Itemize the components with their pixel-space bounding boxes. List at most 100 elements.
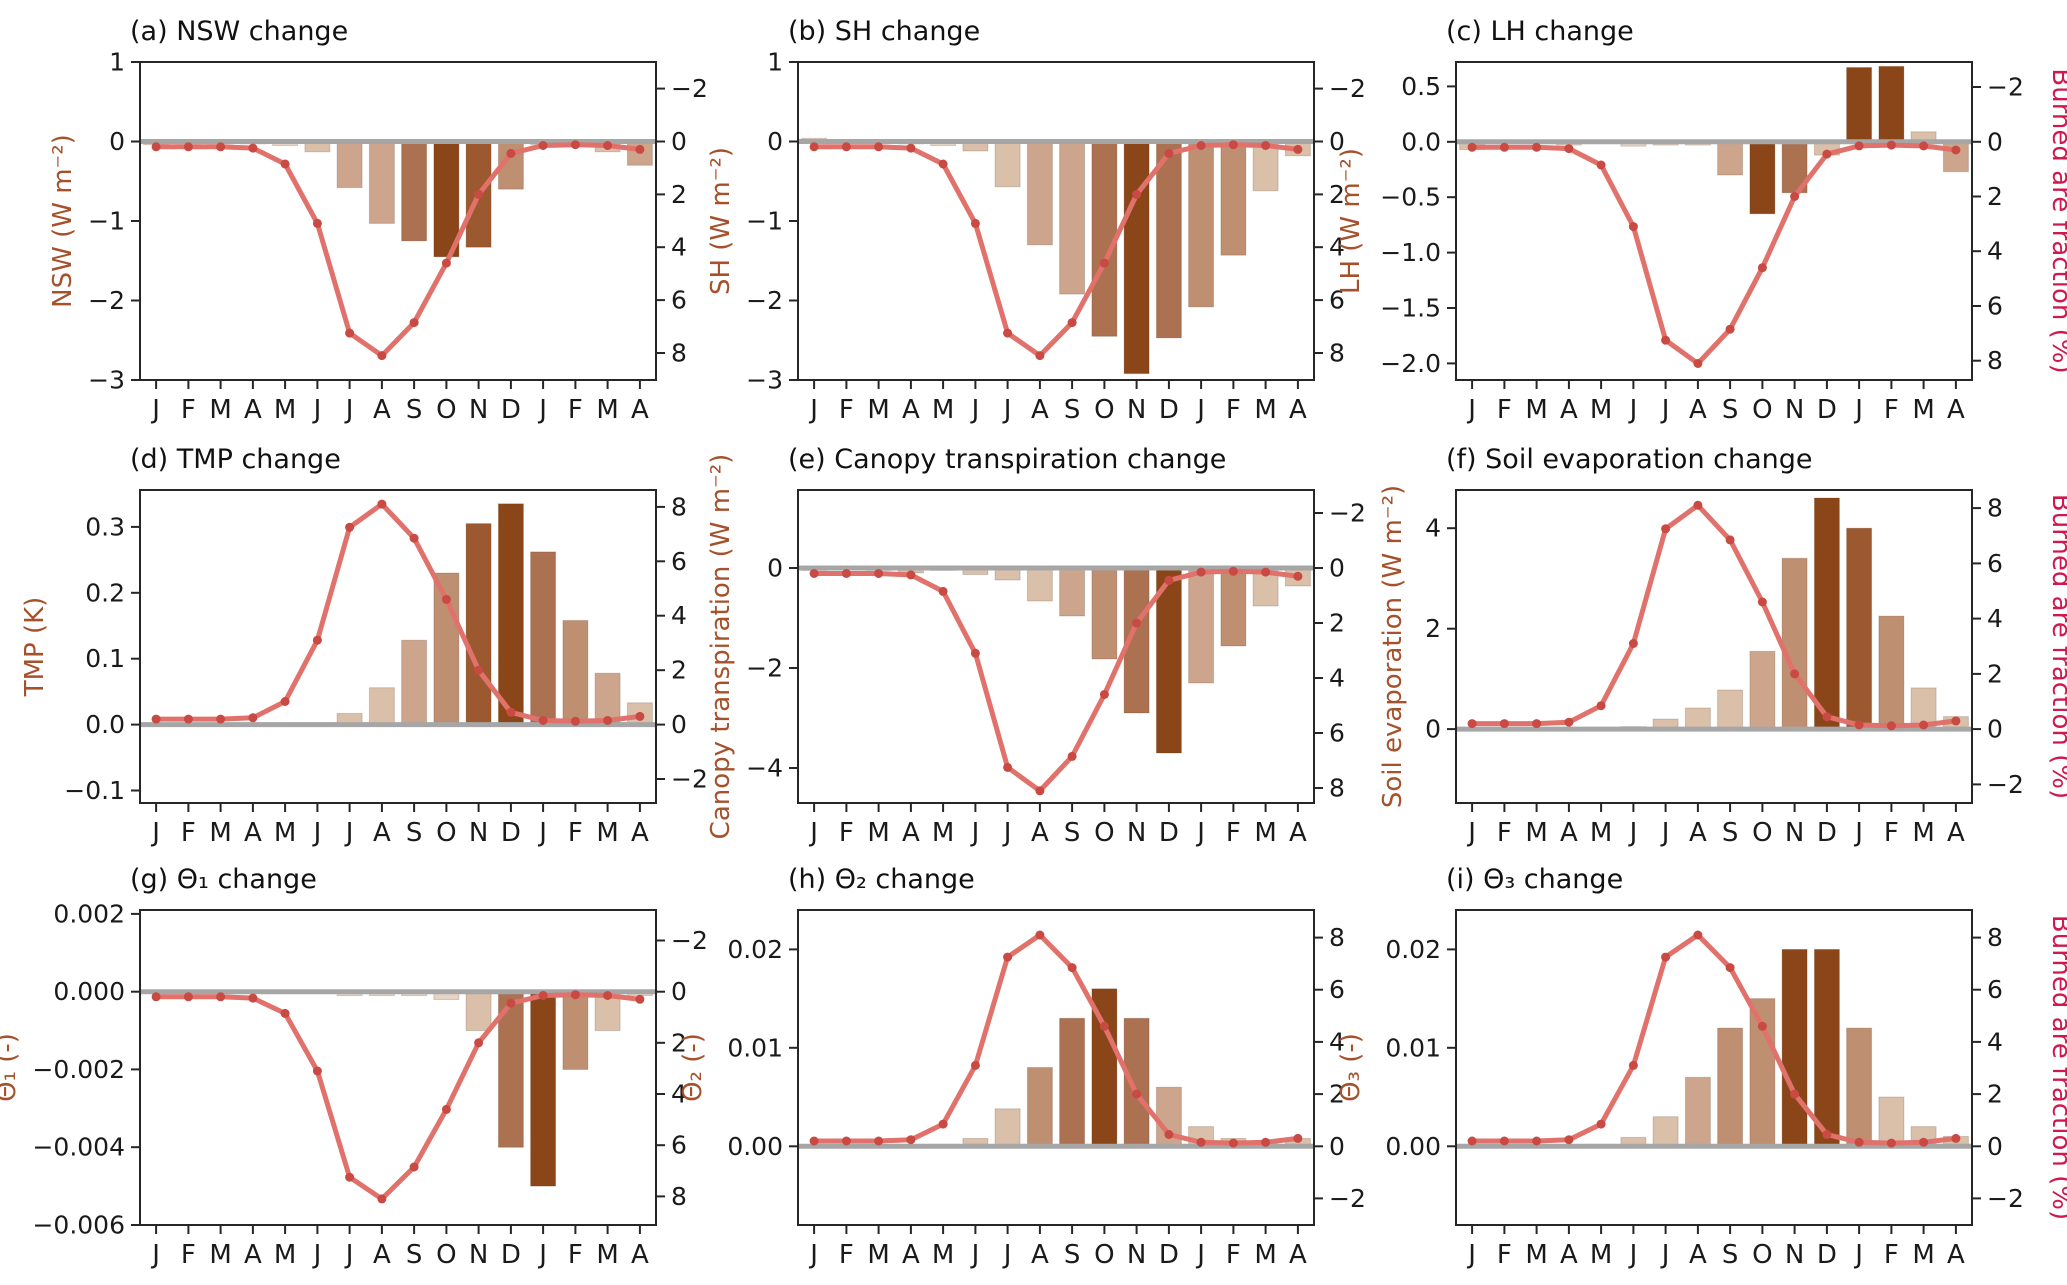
bar-a-7 — [368, 141, 395, 224]
burned-point-i-12 — [1854, 1137, 1864, 1147]
burned-point-e-7 — [1035, 786, 1045, 796]
bar-c-9 — [1749, 141, 1776, 215]
month-label-b-3: A — [902, 395, 920, 425]
bar-i-13 — [1878, 1096, 1905, 1147]
burned-point-h-0 — [809, 1136, 819, 1146]
month-label-c-7: A — [1689, 395, 1707, 425]
right-tick-label-c: −2 — [1987, 73, 2024, 102]
burned-point-f-1 — [1499, 719, 1509, 729]
burned-point-b-10 — [1132, 189, 1142, 199]
bar-f-13 — [1878, 615, 1905, 730]
burned-point-g-6 — [345, 1172, 355, 1182]
month-label-f-0: J — [1466, 818, 1476, 848]
burned-point-d-6 — [345, 522, 355, 532]
bar-g-12 — [530, 991, 557, 1187]
burned-point-g-10 — [474, 1038, 484, 1048]
burned-point-e-9 — [1099, 690, 1109, 699]
month-label-b-9: O — [1094, 395, 1114, 425]
month-label-b-10: N — [1127, 395, 1146, 425]
left-tick-label-b: 0 — [767, 127, 783, 156]
month-label-i-7: A — [1689, 1240, 1707, 1270]
burned-point-c-5 — [1628, 222, 1638, 232]
month-label-c-0: J — [1466, 395, 1476, 425]
burned-point-i-4 — [1596, 1119, 1606, 1129]
month-label-f-7: A — [1689, 818, 1707, 848]
month-label-f-8: S — [1722, 818, 1739, 848]
right-tick-label-e: 4 — [1329, 664, 1345, 693]
right-tick-label-h: 8 — [1329, 923, 1345, 952]
month-label-a-10: N — [469, 395, 488, 425]
month-label-g-5: J — [312, 1240, 322, 1270]
month-label-h-0: J — [808, 1240, 818, 1270]
month-label-g-15: A — [631, 1240, 649, 1270]
month-label-f-12: J — [1853, 818, 1863, 848]
right-tick-label-c: 2 — [1987, 182, 2003, 211]
month-label-e-8: S — [1064, 818, 1081, 848]
burned-point-f-10 — [1790, 669, 1800, 679]
month-label-i-8: S — [1722, 1240, 1739, 1270]
plot-box-e — [797, 489, 1315, 804]
burned-point-d-5 — [312, 635, 322, 645]
burned-point-h-8 — [1067, 963, 1077, 973]
left-tick-label-d: −0.1 — [64, 776, 125, 805]
bar-b-13 — [1220, 141, 1247, 256]
bar-a-8 — [401, 141, 428, 242]
month-label-d-4: M — [274, 818, 296, 848]
left-tick-label-c: −0.5 — [1380, 183, 1441, 212]
burned-line-f — [1472, 502, 1957, 729]
month-label-c-10: N — [1785, 395, 1804, 425]
y-axis-label-i: Θ₃ (-) — [1336, 1033, 1366, 1102]
burned-point-e-10 — [1132, 618, 1142, 628]
month-label-a-4: M — [274, 395, 296, 425]
right-tick-label-b: 4 — [1329, 233, 1345, 262]
month-label-h-6: J — [1002, 1240, 1012, 1270]
left-tick-label-c: −2.0 — [1380, 349, 1441, 378]
burned-point-g-5 — [312, 1066, 322, 1076]
plot-box-d — [139, 489, 657, 804]
right-tick-label-f: −2 — [1987, 770, 2024, 799]
left-tick-label-e: −4 — [746, 754, 783, 783]
month-label-c-2: M — [1525, 395, 1547, 425]
month-label-f-15: A — [1947, 818, 1965, 848]
month-label-a-2: M — [209, 395, 231, 425]
burned-point-g-4 — [280, 1008, 290, 1018]
burned-axis-label-c: Burned are fraction (%) — [2046, 68, 2067, 373]
month-label-e-2: M — [867, 818, 889, 848]
burned-point-g-1 — [183, 992, 193, 1002]
burned-point-a-7 — [377, 351, 387, 361]
month-label-e-9: O — [1094, 818, 1114, 848]
left-tick-label-h: 0.02 — [727, 935, 783, 964]
bar-f-10 — [1781, 557, 1808, 730]
burned-point-h-5 — [970, 1060, 980, 1070]
burned-point-a-1 — [183, 142, 193, 152]
month-label-g-8: S — [406, 1240, 423, 1270]
burned-point-d-0 — [151, 714, 161, 724]
month-label-b-13: F — [1226, 395, 1241, 425]
month-label-c-4: M — [1590, 395, 1612, 425]
bar-h-8 — [1059, 1017, 1086, 1147]
right-tick-label-h: −2 — [1329, 1184, 1366, 1213]
month-label-c-12: J — [1853, 395, 1863, 425]
month-label-h-15: A — [1289, 1240, 1307, 1270]
panel-title-c: (c) LH change — [1446, 16, 1634, 47]
burned-point-d-14 — [603, 716, 613, 725]
burned-point-g-15 — [635, 994, 645, 1004]
month-label-a-12: J — [537, 395, 547, 425]
left-tick-label-b: −3 — [746, 366, 783, 395]
burned-point-e-11 — [1164, 575, 1174, 585]
bar-d-7 — [368, 687, 395, 726]
right-tick-label-a: 6 — [671, 286, 687, 315]
burned-point-a-15 — [635, 144, 645, 154]
left-tick-label-a: 1 — [109, 48, 125, 77]
month-label-d-11: D — [501, 818, 521, 848]
month-label-f-9: O — [1752, 818, 1772, 848]
bar-b-6 — [994, 141, 1021, 188]
burned-point-b-5 — [970, 218, 980, 228]
burned-point-g-8 — [409, 1162, 419, 1172]
month-label-e-11: D — [1159, 818, 1179, 848]
right-tick-label-d: 6 — [671, 547, 687, 576]
bar-h-7 — [1026, 1067, 1053, 1147]
month-label-i-0: J — [1466, 1240, 1476, 1270]
right-tick-label-a: 2 — [671, 180, 687, 209]
